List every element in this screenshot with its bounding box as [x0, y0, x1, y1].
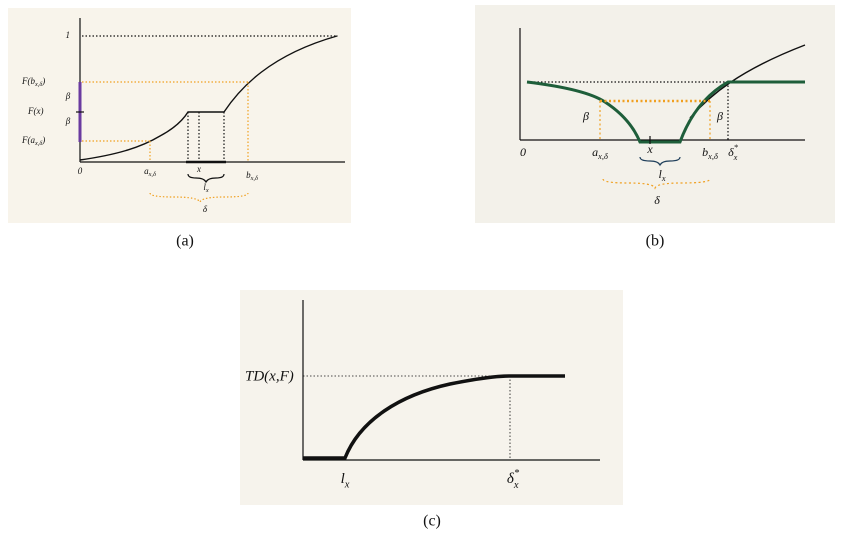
panel-caption: (a)	[176, 233, 194, 250]
label-part: a	[144, 166, 149, 176]
math-label: β	[65, 91, 71, 101]
math-label: bx,δ	[246, 170, 259, 183]
panel-b-bg	[475, 5, 835, 223]
panel-b	[519, 28, 806, 190]
cdf-curve	[79, 35, 338, 161]
panel-c-bg	[240, 290, 623, 505]
math-label: δ	[654, 193, 660, 207]
label-part: x	[661, 174, 666, 183]
label-part: x,δ	[597, 152, 608, 161]
math-label: β	[65, 116, 71, 126]
label-part: b	[702, 145, 708, 159]
label-part: x,δ	[707, 152, 718, 161]
label-part: δ	[507, 471, 515, 487]
label-part: l	[341, 471, 345, 487]
label-part: F(a	[21, 135, 35, 145]
label-part: x	[344, 480, 350, 491]
panel-a-bg	[8, 8, 351, 223]
label-part: x	[733, 153, 738, 162]
math-label: ax,δ	[592, 145, 608, 161]
math-label: x	[196, 164, 201, 174]
brace	[187, 173, 225, 184]
label-part: δ	[728, 145, 734, 159]
label-part: b	[246, 170, 251, 180]
math-label: lx	[341, 471, 350, 490]
panel-caption: (b)	[646, 233, 665, 250]
brace	[639, 156, 681, 167]
td-curve	[303, 374, 565, 460]
label-part: x	[513, 480, 519, 491]
math-label: F(x)	[27, 106, 44, 116]
math-label: F(ax,δ)	[21, 135, 45, 148]
label-part: l	[203, 182, 206, 192]
label-part: x,δ	[34, 141, 43, 148]
label-part: )	[41, 76, 45, 86]
math-label: 1	[66, 30, 71, 40]
label-part: *	[514, 468, 520, 479]
math-label: bx,δ	[702, 145, 718, 161]
math-label: β	[582, 109, 589, 123]
math-label: δ	[203, 204, 208, 214]
label-part: x,δ	[148, 172, 157, 179]
orange-brace	[602, 178, 711, 190]
label-part: )	[41, 135, 45, 145]
math-label: lx	[658, 167, 665, 183]
green-curve	[526, 80, 805, 144]
panel-a	[76, 18, 345, 204]
math-label: x	[646, 142, 653, 156]
label-part: *	[734, 143, 739, 152]
panel-caption: (c)	[423, 513, 441, 530]
label-part: F(b	[21, 76, 35, 86]
panel-c	[302, 300, 600, 461]
math-label: δ* x	[507, 468, 520, 491]
math-label: TD(x,F)	[245, 368, 294, 384]
math-label: 0	[520, 145, 526, 159]
math-label: 0	[78, 166, 83, 176]
label-part: a	[592, 145, 598, 159]
label-part: x,δ	[34, 82, 43, 89]
label-part: l	[658, 167, 662, 181]
math-label: lx	[203, 182, 209, 195]
math-label: F(bx,δ)	[21, 76, 45, 89]
math-label: β	[716, 109, 723, 123]
label-part: x	[205, 188, 209, 195]
label-part: x,δ	[250, 176, 259, 183]
math-label: ax,δ	[144, 166, 157, 179]
math-label: δ* x	[728, 143, 739, 162]
